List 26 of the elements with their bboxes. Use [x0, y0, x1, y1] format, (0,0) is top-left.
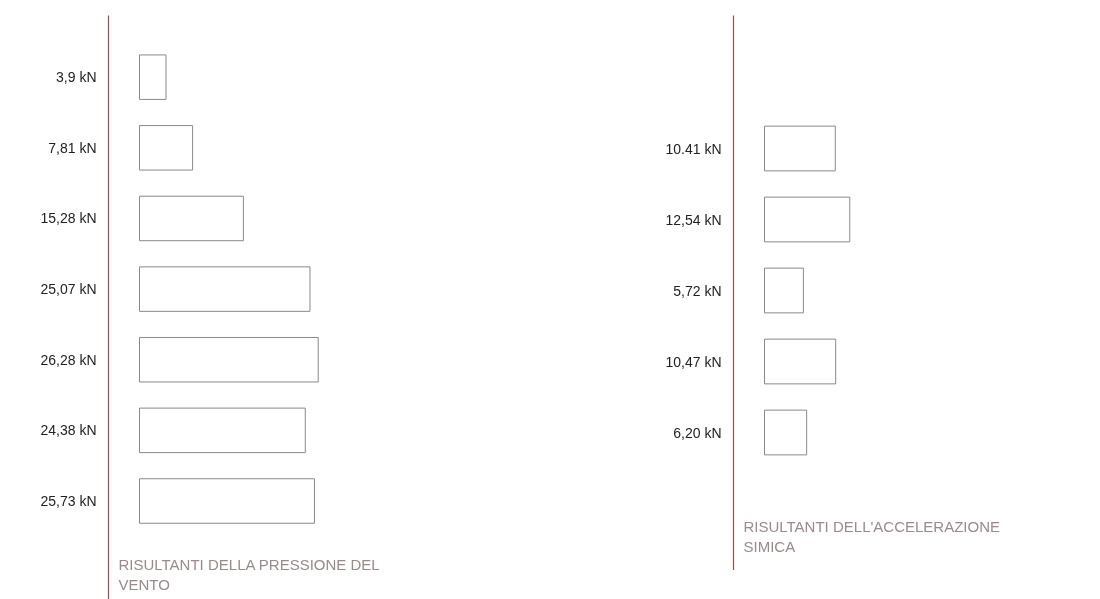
text: RISULTANTI DELL'ACCELERAZIONE SIMICA: [743, 517, 1001, 555]
bar: [139, 125, 194, 171]
data-label: 10,47 kN: [665, 353, 722, 370]
bar: [139, 336, 319, 383]
data-label: 5,72 kN: [673, 282, 722, 299]
bar: [139, 266, 311, 312]
bar: [764, 196, 851, 243]
data-label: 12,54 kN: [665, 211, 722, 228]
data-label: 10.41 kN: [665, 140, 722, 157]
data-label: 6,20 kN: [673, 424, 722, 441]
bar: [139, 407, 306, 454]
data-label: 26,28 kN: [40, 351, 97, 368]
bar: [764, 338, 837, 385]
data-label: 7,81 kN: [48, 139, 97, 156]
bar: [139, 54, 167, 100]
data-label: 24,38 kN: [40, 422, 97, 439]
text: RISULTANTI DELLA PRESSIONE DEL VENTO: [118, 555, 380, 594]
bar: [764, 125, 836, 172]
bar: [764, 409, 808, 456]
data-label: 25,07 kN: [40, 281, 97, 298]
data-label: 3,9 kN: [56, 69, 97, 86]
data-label: 25,73 kN: [40, 493, 97, 510]
bar: [764, 267, 804, 314]
bar: [139, 478, 315, 524]
data-label: 15,28 kN: [40, 210, 97, 227]
bar: [139, 195, 244, 242]
